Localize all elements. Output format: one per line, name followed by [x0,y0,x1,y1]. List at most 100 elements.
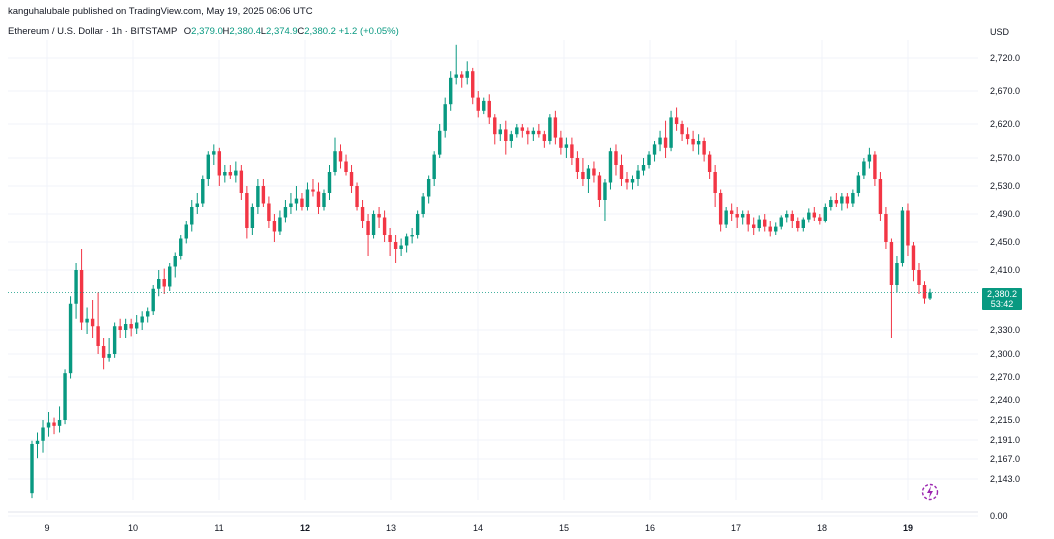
x-tick-label: 10 [128,523,138,533]
candle-body [57,420,62,426]
candle-body [41,427,45,441]
y-tick-label: 2,410.0 [990,265,1020,275]
candle-body [636,170,640,179]
candle-body [823,207,828,221]
candle-body [906,210,910,246]
candle-body [520,127,525,131]
x-tick-label: 17 [731,523,741,533]
candle-body [366,221,370,235]
candle-body [559,137,563,148]
candle-body [371,214,376,235]
candle-body [360,207,365,221]
candle-body [884,214,888,242]
candle-body [256,186,260,207]
candle-body [504,129,508,141]
candle-body [834,200,839,204]
legend-low-label: L [260,26,267,37]
candle-body [349,172,354,186]
candle-body [845,196,850,204]
x-tick-label: 14 [473,523,483,533]
candle-body [322,193,326,207]
candle-body [212,151,216,155]
candle-body [283,207,288,218]
candle-body [311,189,315,192]
symbol-legend: Ethereum / U.S. Dollar · 1h · BITSTAMP O… [8,26,399,37]
candle-body [344,161,348,172]
candle-body [889,242,894,285]
candle-body [553,117,558,138]
x-tick-label: 9 [44,523,49,533]
candle-body [327,172,332,193]
candle-body [729,210,734,214]
candle-body [586,168,591,179]
x-tick-label: 16 [645,523,655,533]
candle-body [801,219,805,228]
candle-body [118,326,122,330]
y-tick-label: 2,720.0 [990,53,1020,63]
grid [8,40,978,517]
publisher-line: kanguhalubale published on TradingView.c… [8,6,313,17]
candle-body [272,221,277,232]
candle-body [619,165,624,179]
candle-body [680,124,684,135]
candle-body [878,179,883,214]
candle-body [840,196,844,204]
candle-body [30,443,34,494]
last-price-badge: 2,380.2 53:42 [982,288,1022,310]
tradingview-logo-icon[interactable] [920,482,940,502]
y-tick-label: 2,270.0 [990,372,1020,382]
candle-body [460,74,464,78]
candle-body [685,134,690,139]
candle-body [90,318,95,327]
candle-body [493,117,497,135]
candle-body [658,137,662,145]
candle-body [735,214,739,218]
candle-body [829,200,833,207]
candle-body [487,100,491,118]
currency-label[interactable]: USD [990,27,1010,37]
candle-body [531,130,536,135]
candle-body [338,151,343,162]
y-tick-label: 2,167.0 [990,454,1020,464]
candle-body [895,263,899,285]
candle-body [707,154,712,172]
bar-countdown: 53:42 [990,299,1014,309]
legend-symbol: Ethereum / U.S. Dollar · 1h · BITSTAMP [8,26,178,37]
x-tick-label: 11 [214,523,223,533]
candle-body [294,198,299,204]
candle-body [862,161,866,176]
candle-body [404,236,409,246]
legend-high-label: H [222,26,230,37]
candle-body [129,324,133,329]
candle-body [608,151,613,183]
candle-body [79,270,84,323]
candle-body [46,422,51,428]
candle-body [746,214,750,225]
y-axis: 2,720.0 2,670.0 2,620.0 2,570.0 2,530.0 2,490… [990,53,1020,521]
candle-body [476,97,480,111]
x-tick-label: 19 [903,523,913,533]
candle-body [465,71,469,78]
candle-body [134,322,139,329]
candle-body [107,354,111,358]
candle-body [922,285,927,299]
legend-change: +1.2 (+0.05%) [338,26,399,37]
x-tick-label: 18 [817,523,827,533]
candle-body [768,226,772,232]
candle-body [509,134,514,141]
y-tick-label: 2,570.0 [990,153,1020,163]
y-tick-label: 2,191.0 [990,435,1020,445]
candle-body [201,179,205,204]
candle-body [592,168,596,176]
candle-body [498,129,502,135]
candle-body [718,193,723,225]
candle-body [278,217,282,232]
candle-body [724,210,728,225]
candle-body [779,217,783,227]
candle-body [162,279,166,287]
candle-body [382,217,387,235]
candle-body [454,74,458,78]
candle-body [818,217,822,221]
